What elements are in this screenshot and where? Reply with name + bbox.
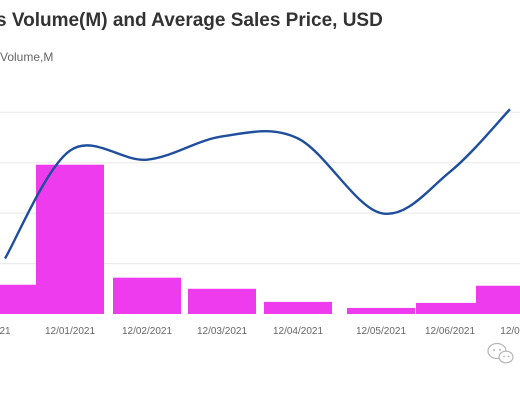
wechat-bubble-icon — [487, 342, 514, 364]
x-tick-label: 21 — [0, 326, 11, 337]
bar-6 — [416, 302, 484, 314]
x-tick-label: 12/05/2021 — [356, 326, 406, 337]
line-series — [3, 108, 511, 260]
price-line — [3, 108, 511, 260]
x-tick-label: 12/03/2021 — [197, 326, 247, 337]
x-tick-label: 12/06/2021 — [425, 326, 475, 337]
bar-series — [0, 164, 520, 314]
bar-1 — [36, 164, 104, 314]
y-axis-label: Volume,M — [0, 50, 54, 64]
bar-7 — [476, 285, 520, 314]
x-tick-label: 12/0 — [500, 326, 520, 337]
bar-5 — [347, 307, 415, 314]
bar-2 — [113, 277, 181, 314]
bar-3 — [188, 288, 256, 314]
bar-4 — [264, 301, 332, 314]
x-axis-ticks: 21 12/01/2021 12/02/2021 12/03/2021 12/04/20… — [0, 326, 520, 337]
x-tick-label: 12/04/2021 — [273, 326, 323, 337]
bar-0 — [0, 284, 39, 314]
x-tick-label: 12/02/2021 — [122, 326, 172, 337]
x-tick-label: 12/01/2021 — [45, 326, 95, 337]
chart-title: s Volume(M) and Average Sales Price, USD — [0, 10, 383, 31]
